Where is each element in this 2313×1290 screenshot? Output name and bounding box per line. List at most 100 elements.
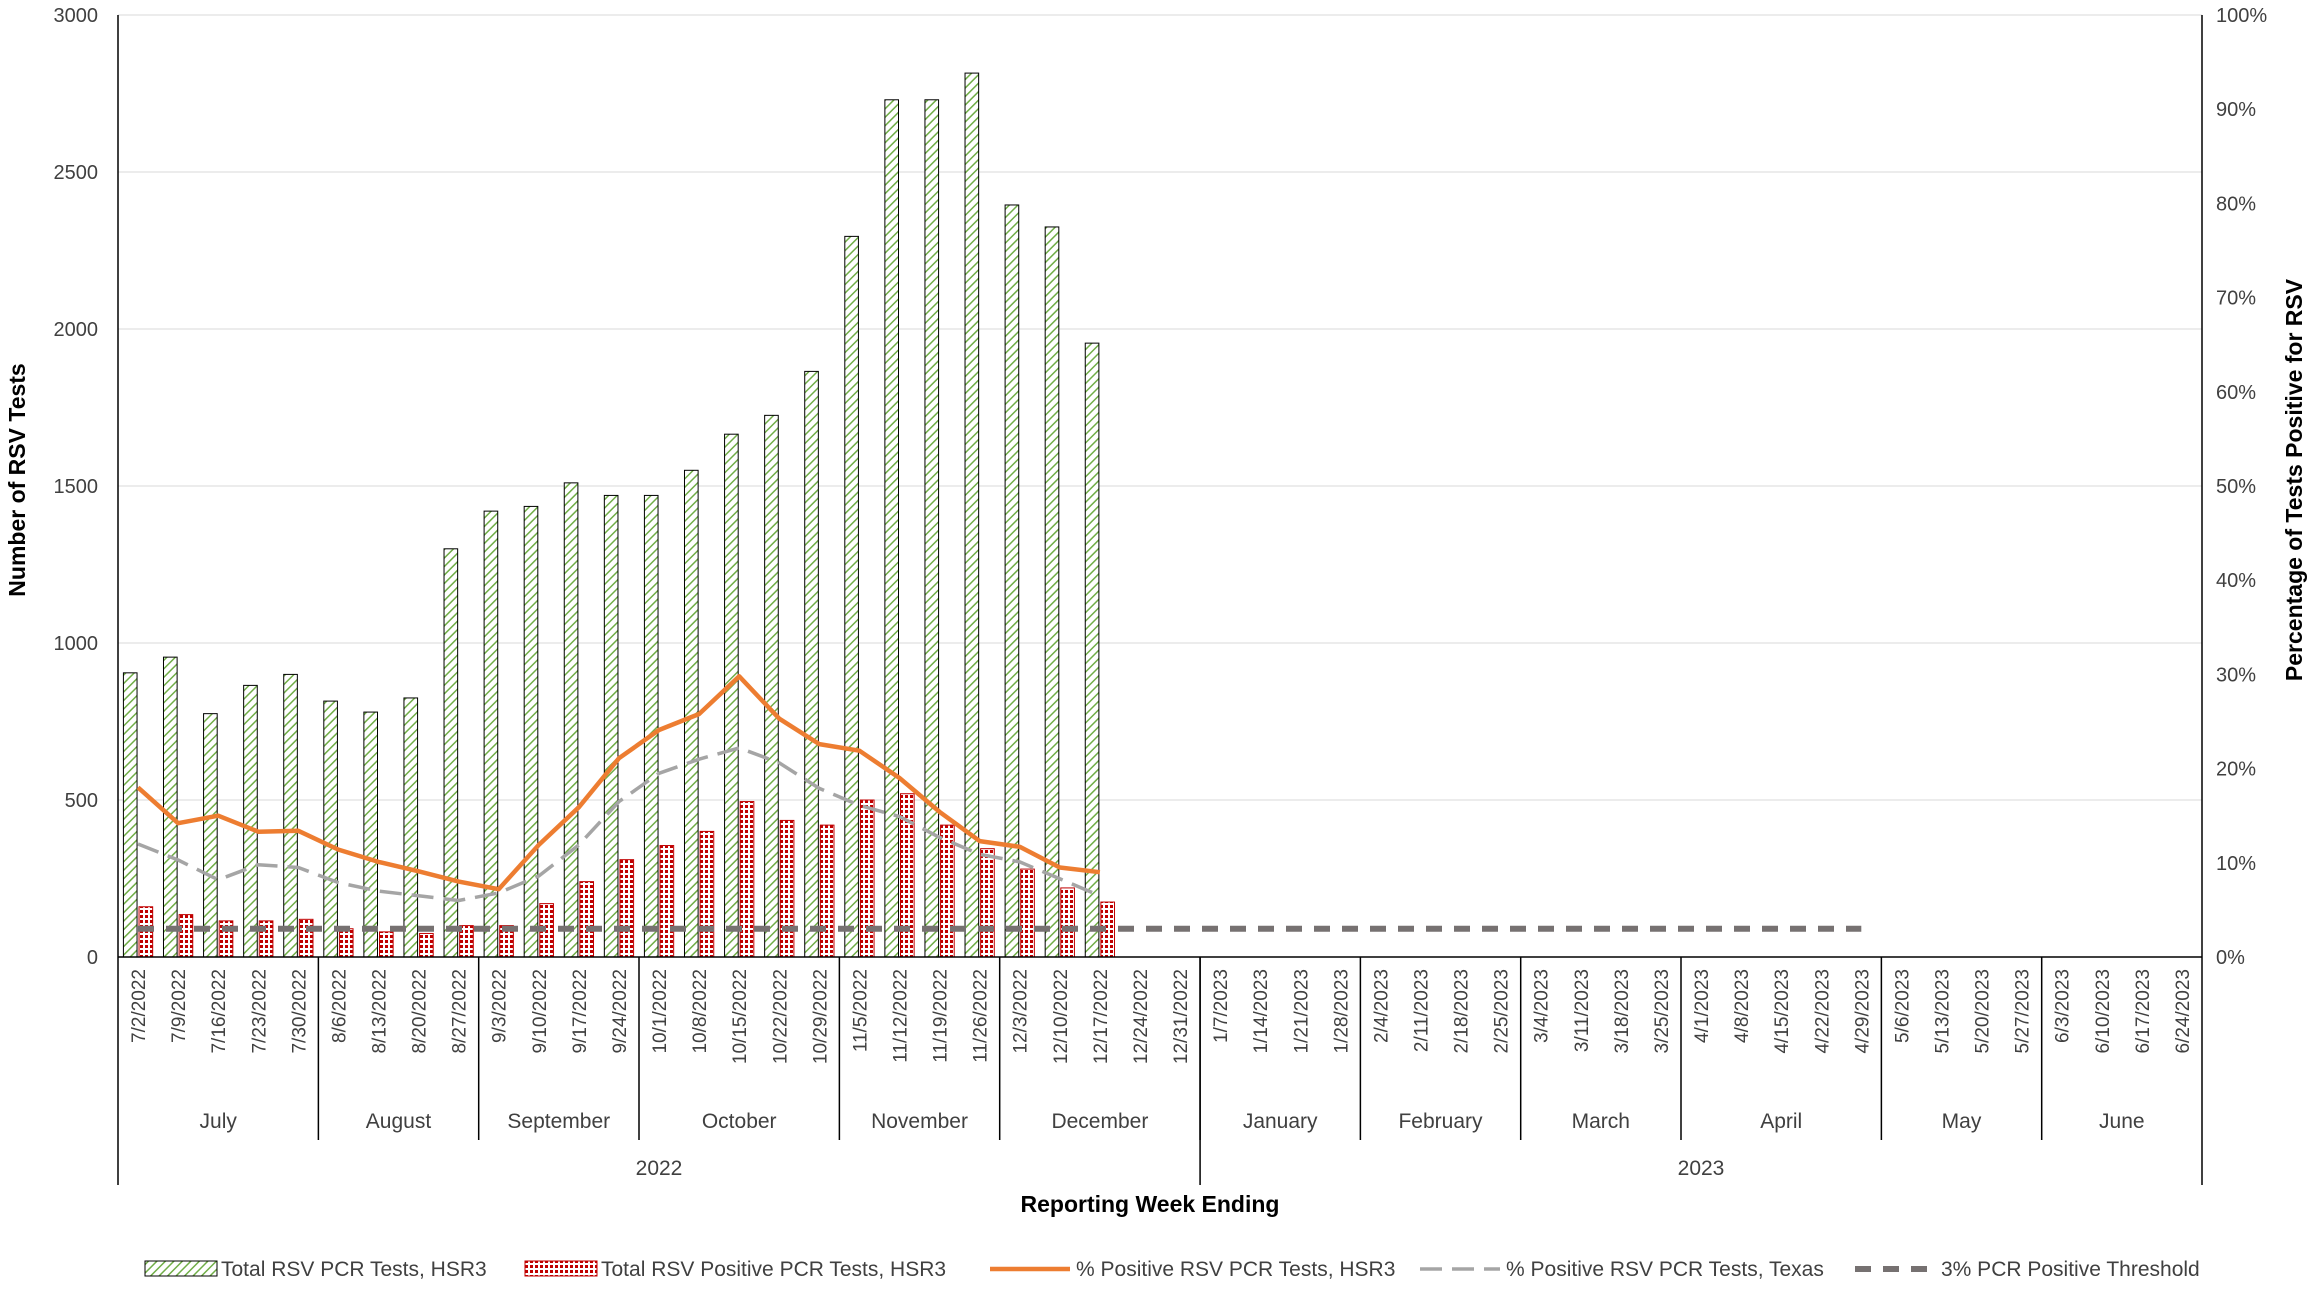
total-tests-bar — [523, 505, 539, 958]
y-tick-label: 500 — [65, 790, 98, 812]
y-tick-label: 0 — [87, 947, 98, 969]
legend-texas-percent: % Positive RSV PCR Tests, Texas — [1506, 1258, 1824, 1281]
positive-tests-bar — [659, 845, 675, 958]
total-tests-bar — [764, 414, 779, 958]
positive-tests-bar — [819, 824, 835, 958]
total-tests-bar — [724, 433, 739, 958]
axes — [117, 15, 2203, 958]
positive-tests-bar — [579, 881, 595, 958]
y2-tick-label: 90% — [2216, 99, 2256, 121]
week-label: 7/16/2022 — [209, 969, 230, 1054]
y2-tick-label: 50% — [2216, 476, 2256, 498]
total-tests-bar — [884, 99, 899, 958]
positive-tests-bar — [699, 830, 715, 958]
legend-positive-tests: Total RSV Positive PCR Tests, HSR3 — [601, 1258, 946, 1281]
positive-tests-bar — [619, 859, 635, 958]
total-tests-bar — [162, 656, 178, 958]
total-tests-bar — [443, 548, 459, 958]
y-tick-label: 2000 — [54, 319, 99, 341]
y2-tick-label: 0% — [2216, 947, 2245, 969]
total-tests-bars — [122, 72, 1100, 958]
week-label: 12/10/2022 — [1051, 969, 1072, 1064]
week-label: 5/6/2023 — [1892, 969, 1913, 1043]
y2-tick-label: 40% — [2216, 570, 2256, 592]
week-label: 9/10/2022 — [530, 969, 551, 1054]
y-tick-label: 1500 — [54, 476, 99, 498]
week-label: 4/29/2023 — [1852, 969, 1873, 1054]
week-label: 1/14/2023 — [1251, 969, 1272, 1054]
total-tests-bar — [603, 494, 619, 958]
week-label: 12/17/2022 — [1091, 969, 1112, 1064]
week-label: 3/4/2023 — [1532, 969, 1553, 1043]
week-label: 7/30/2022 — [289, 969, 310, 1054]
positive-tests-bar — [1060, 887, 1075, 958]
positive-tests-bar — [1020, 868, 1035, 958]
total-tests-bar — [924, 99, 940, 958]
year-label: 2023 — [1678, 1157, 1725, 1180]
total-tests-bar — [563, 482, 579, 958]
month-label: January — [1243, 1110, 1318, 1133]
week-label: 8/20/2022 — [410, 969, 431, 1054]
week-label: 12/3/2022 — [1011, 969, 1032, 1054]
week-label: 6/24/2023 — [2173, 969, 2194, 1054]
y2-tick-label: 100% — [2216, 5, 2267, 27]
positive-tests-bar — [419, 932, 434, 958]
week-label: 12/31/2022 — [1171, 969, 1192, 1064]
y2-tick-label: 80% — [2216, 193, 2256, 215]
total-tests-bar — [1084, 342, 1100, 958]
week-label: 4/1/2023 — [1692, 969, 1713, 1043]
month-label: February — [1398, 1110, 1483, 1133]
texas-percent-line — [137, 746, 1101, 903]
legend-total-tests-swatch — [144, 1260, 218, 1277]
week-label: 8/27/2022 — [450, 969, 471, 1054]
month-label: November — [871, 1110, 968, 1133]
week-label: 9/24/2022 — [610, 969, 631, 1054]
week-label: 11/26/2022 — [971, 969, 992, 1063]
week-label: 10/8/2022 — [690, 969, 711, 1054]
positive-tests-bar — [859, 799, 875, 958]
total-tests-bar — [643, 494, 659, 958]
week-label: 4/15/2023 — [1772, 969, 1793, 1054]
week-label: 10/29/2022 — [810, 969, 831, 1064]
week-label: 9/3/2022 — [490, 969, 511, 1043]
week-label: 3/18/2023 — [1612, 969, 1633, 1054]
week-label: 2/11/2023 — [1412, 969, 1433, 1052]
week-label: 2/4/2023 — [1371, 969, 1392, 1043]
positive-tests-bar — [739, 801, 755, 958]
y2-axis-title: Percentage of Tests Positive for RSV — [2281, 278, 2307, 681]
week-label: 4/8/2023 — [1732, 969, 1753, 1043]
total-tests-bar — [403, 697, 419, 958]
total-tests-bar — [243, 684, 258, 958]
total-tests-bar — [804, 370, 819, 958]
y2-tick-label: 30% — [2216, 664, 2256, 686]
week-label: 7/2/2022 — [129, 969, 150, 1043]
week-label: 10/22/2022 — [770, 969, 791, 1064]
total-tests-bar — [122, 672, 138, 958]
month-year-labels: July August September October November Decemb… — [117, 957, 2203, 1185]
week-label: 1/28/2023 — [1331, 969, 1352, 1054]
week-label: 5/13/2023 — [1933, 969, 1954, 1054]
week-label: 6/10/2023 — [2093, 969, 2114, 1054]
week-label: 1/21/2023 — [1291, 969, 1312, 1054]
y2-tick-label: 20% — [2216, 759, 2256, 781]
positive-tests-bar — [379, 931, 394, 958]
week-label: 2/25/2023 — [1492, 969, 1513, 1054]
total-tests-bar — [964, 72, 980, 958]
week-label: 5/20/2023 — [1973, 969, 1994, 1054]
total-tests-bar — [323, 700, 338, 958]
right-axis-ticks: 0% 10% 20% 30% 40% 50% 60% 70% 80% 90% 100% — [2216, 5, 2267, 969]
y-axis-title: Number of RSV Tests — [4, 363, 30, 596]
y-tick-label: 1000 — [54, 633, 99, 655]
legend: Total RSV PCR Tests, HSR3 Total RSV Posit… — [144, 1258, 2200, 1281]
positive-tests-bar — [138, 906, 154, 958]
week-label: 3/11/2023 — [1572, 969, 1593, 1052]
week-label: 11/19/2022 — [931, 969, 952, 1063]
positive-tests-bar — [980, 848, 995, 958]
total-tests-bar — [1044, 226, 1060, 958]
week-label: 7/9/2022 — [169, 969, 190, 1043]
legend-threshold: 3% PCR Positive Threshold — [1941, 1258, 2200, 1281]
week-label: 10/15/2022 — [730, 969, 751, 1064]
legend-positive-tests-swatch — [524, 1260, 598, 1277]
positive-tests-bar — [940, 824, 955, 958]
